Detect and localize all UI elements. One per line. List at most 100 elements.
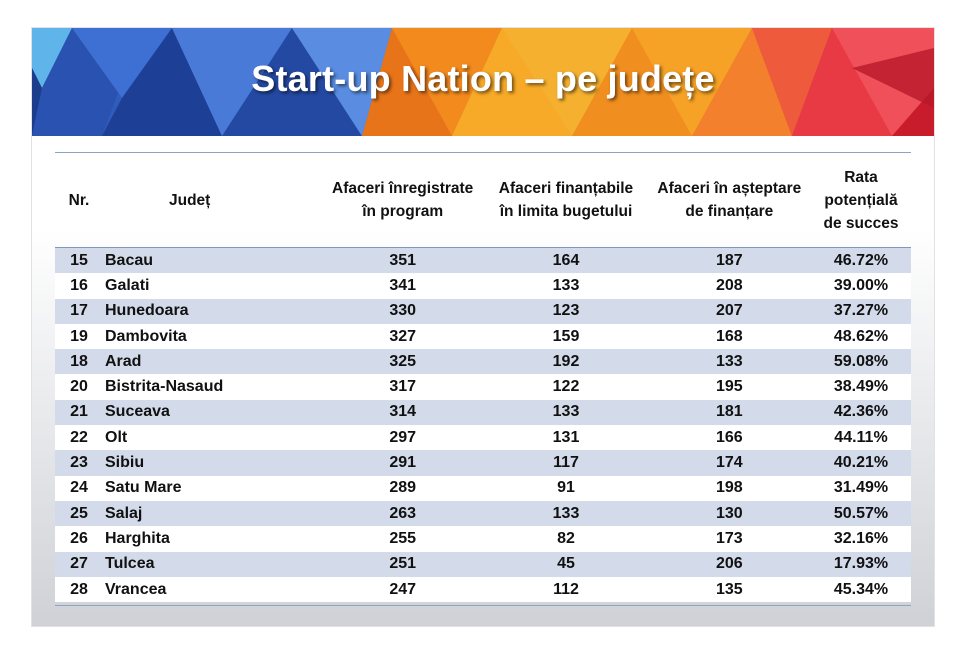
cell-judet: Vrancea: [103, 576, 321, 603]
cell-asteptare: 173: [647, 526, 811, 552]
col-header-inregistrate: Afaceri înregistrate în program: [332, 180, 474, 220]
cell-rata: 48.62%: [811, 323, 911, 350]
cell-nr: 20: [55, 374, 103, 400]
cell-inregistrate: 263: [321, 500, 485, 527]
cell-asteptare: 174: [647, 450, 811, 476]
cell-inregistrate: 314: [321, 399, 485, 426]
cell-inregistrate: 327: [321, 323, 485, 350]
cell-judet: Arad: [103, 349, 321, 375]
table-row: 22 Olt 297 131 166 44.11%: [55, 425, 911, 451]
cell-finantabile: 112: [484, 576, 648, 603]
cell-asteptare: 133: [647, 349, 811, 375]
cell-rata: 17.93%: [811, 551, 911, 577]
cell-inregistrate: 297: [321, 425, 485, 451]
cell-rata: 40.21%: [811, 450, 911, 476]
cell-nr: 21: [55, 399, 103, 426]
cell-rata: 37.27%: [811, 298, 911, 324]
cell-asteptare: 207: [647, 298, 811, 324]
cell-finantabile: 133: [484, 273, 648, 299]
cell-rata: 46.72%: [811, 247, 911, 274]
cell-rata: 39.00%: [811, 273, 911, 299]
cell-nr: 19: [55, 323, 103, 350]
cell-finantabile: 122: [484, 374, 648, 400]
cell-judet: Sibiu: [103, 450, 321, 476]
cell-asteptare: 206: [647, 551, 811, 577]
cell-rata: 50.57%: [811, 500, 911, 527]
cell-asteptare: 187: [647, 247, 811, 274]
cell-nr: 16: [55, 273, 103, 299]
cell-nr: 18: [55, 349, 103, 375]
table-row: 23 Sibiu 291 117 174 40.21%: [55, 450, 911, 476]
table-row: 16 Galati 341 133 208 39.00%: [55, 273, 911, 299]
cell-rata: 32.16%: [811, 526, 911, 552]
table-row: 28 Vrancea 247 112 135 45.34%: [55, 576, 911, 603]
cell-asteptare: 208: [647, 273, 811, 299]
slide: Start-up Nation – pe județe Nr. Județ Af…: [32, 28, 934, 626]
cell-judet: Dambovita: [103, 323, 321, 350]
cell-rata: 45.34%: [811, 576, 911, 603]
table-bottom-rule: [55, 605, 911, 607]
cell-judet: Tulcea: [103, 551, 321, 577]
cell-finantabile: 123: [484, 298, 648, 324]
cell-finantabile: 133: [484, 399, 648, 426]
cell-rata: 38.49%: [811, 374, 911, 400]
table-row: 17 Hunedoara 330 123 207 37.27%: [55, 298, 911, 324]
table-row: 24 Satu Mare 289 91 198 31.49%: [55, 475, 911, 501]
cell-nr: 24: [55, 475, 103, 501]
cell-asteptare: 198: [647, 475, 811, 501]
cell-inregistrate: 317: [321, 374, 485, 400]
cell-asteptare: 168: [647, 323, 811, 350]
table-row: 26 Harghita 255 82 173 32.16%: [55, 526, 911, 552]
cell-finantabile: 159: [484, 323, 648, 350]
cell-judet: Satu Mare: [103, 475, 321, 501]
col-header-judet: Județ: [169, 191, 211, 209]
cell-judet: Salaj: [103, 500, 321, 527]
header-banner: Start-up Nation – pe județe: [32, 28, 934, 136]
cell-inregistrate: 351: [321, 247, 485, 274]
cell-judet: Bistrita-Nasaud: [103, 374, 321, 400]
cell-asteptare: 181: [647, 399, 811, 426]
cell-asteptare: 166: [647, 425, 811, 451]
header-row: Nr. Județ Afaceri înregistrate în program…: [55, 153, 911, 248]
cell-finantabile: 164: [484, 247, 648, 274]
cell-finantabile: 131: [484, 425, 648, 451]
cell-nr: 28: [55, 576, 103, 603]
cell-asteptare: 195: [647, 374, 811, 400]
cell-judet: Harghita: [103, 526, 321, 552]
col-header-finantabile: Afaceri finanțabile în limita bugetului: [498, 180, 634, 220]
col-header-rata: Rata potențială de succes: [823, 168, 899, 232]
table-row: 20 Bistrita-Nasaud 317 122 195 38.49%: [55, 374, 911, 400]
table-body: 15 Bacau 351 164 187 46.72% 16 Galati 341 133 208 3…: [55, 247, 911, 603]
cell-nr: 15: [55, 247, 103, 274]
cell-nr: 17: [55, 298, 103, 324]
table-row: 21 Suceava 314 133 181 42.36%: [55, 399, 911, 426]
cell-finantabile: 91: [484, 475, 648, 501]
col-header-nr: Nr.: [68, 191, 90, 209]
cell-nr: 23: [55, 450, 103, 476]
table-row: 27 Tulcea 251 45 206 17.93%: [55, 551, 911, 577]
cell-asteptare: 135: [647, 576, 811, 603]
cell-rata: 59.08%: [811, 349, 911, 375]
cell-finantabile: 117: [484, 450, 648, 476]
cell-inregistrate: 255: [321, 526, 485, 552]
cell-nr: 22: [55, 425, 103, 451]
data-table-container: Nr. Județ Afaceri înregistrate în program…: [55, 152, 911, 607]
cell-finantabile: 192: [484, 349, 648, 375]
cell-nr: 27: [55, 551, 103, 577]
cell-judet: Olt: [103, 425, 321, 451]
cell-nr: 25: [55, 500, 103, 527]
cell-rata: 31.49%: [811, 475, 911, 501]
counties-table: Nr. Județ Afaceri înregistrate în program…: [55, 153, 911, 603]
cell-nr: 26: [55, 526, 103, 552]
cell-judet: Hunedoara: [103, 298, 321, 324]
table-row: 15 Bacau 351 164 187 46.72%: [55, 247, 911, 274]
table-row: 25 Salaj 263 133 130 50.57%: [55, 500, 911, 527]
cell-inregistrate: 325: [321, 349, 485, 375]
cell-inregistrate: 341: [321, 273, 485, 299]
cell-inregistrate: 289: [321, 475, 485, 501]
cell-judet: Suceava: [103, 399, 321, 426]
table-header: Nr. Județ Afaceri înregistrate în program…: [55, 153, 911, 248]
col-header-asteptare: Afaceri în așteptare de finanțare: [657, 180, 802, 220]
table-row: 19 Dambovita 327 159 168 48.62%: [55, 323, 911, 350]
cell-inregistrate: 251: [321, 551, 485, 577]
